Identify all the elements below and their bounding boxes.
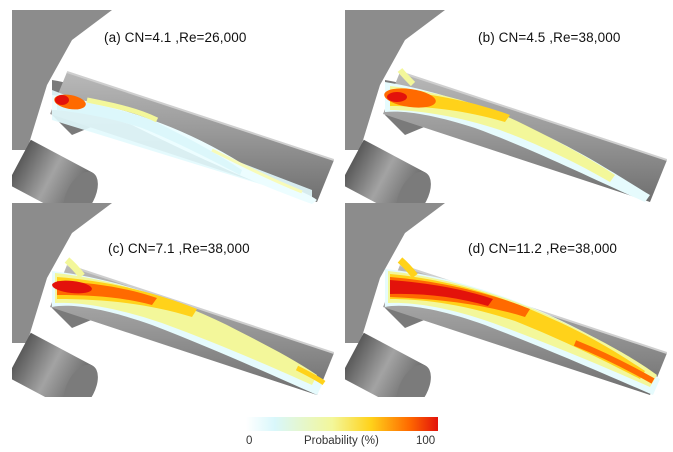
lower-cylinder xyxy=(12,139,98,204)
colorbar-gradient xyxy=(246,417,438,431)
flow-visualization-c xyxy=(12,203,334,397)
panel-c: (c) CN=7.1 ,Re=38,000 xyxy=(12,203,334,397)
panel-label-b: (b) CN=4.5 ,Re=38,000 xyxy=(478,30,621,45)
flow-visualization-b xyxy=(345,10,667,204)
panel-label-d: (d) CN=11.2 ,Re=38,000 xyxy=(468,241,618,256)
panel-d: (d) CN=11.2 ,Re=38,000 xyxy=(345,203,667,397)
panel-label-c: (c) CN=7.1 ,Re=38,000 xyxy=(108,241,250,256)
colorbar-max-label: 100 xyxy=(416,435,436,447)
panel-a: (a) CN=4.1 ,Re=26,000 xyxy=(12,10,334,204)
flow-visualization-d xyxy=(345,203,667,397)
panel-b: (b) CN=4.5 ,Re=38,000 xyxy=(345,10,667,204)
panel-label-a: (a) CN=4.1 ,Re=26,000 xyxy=(104,30,247,45)
flow-visualization-a xyxy=(12,10,334,204)
colorbar-min-label: 0 xyxy=(246,435,253,447)
colorbar-title: Probability (%) xyxy=(304,435,379,447)
